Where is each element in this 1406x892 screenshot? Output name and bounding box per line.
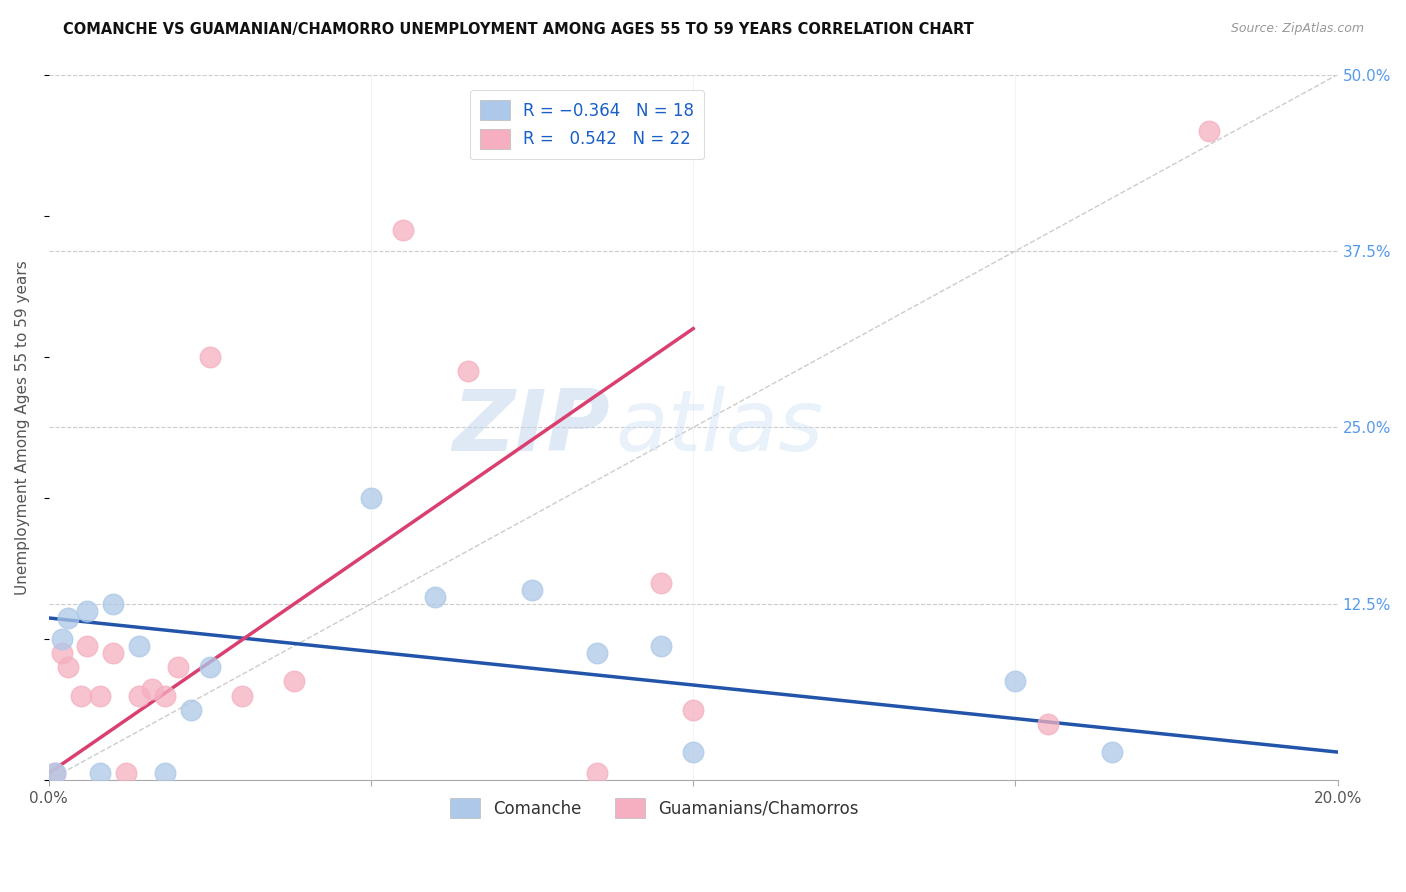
Point	[153, 766, 176, 780]
Point	[44, 766, 66, 780]
Point	[425, 590, 447, 604]
Point	[70, 689, 93, 703]
Point	[650, 575, 672, 590]
Point	[1101, 745, 1123, 759]
Point	[650, 639, 672, 653]
Point	[51, 646, 73, 660]
Point	[360, 491, 382, 505]
Point	[1198, 124, 1220, 138]
Text: ZIP: ZIP	[451, 386, 609, 469]
Point	[89, 766, 111, 780]
Point	[56, 660, 79, 674]
Point	[76, 639, 98, 653]
Point	[392, 223, 415, 237]
Text: COMANCHE VS GUAMANIAN/CHAMORRO UNEMPLOYMENT AMONG AGES 55 TO 59 YEARS CORRELATIO: COMANCHE VS GUAMANIAN/CHAMORRO UNEMPLOYM…	[63, 22, 974, 37]
Point	[1036, 716, 1059, 731]
Y-axis label: Unemployment Among Ages 55 to 59 years: Unemployment Among Ages 55 to 59 years	[15, 260, 30, 595]
Point	[153, 689, 176, 703]
Point	[166, 660, 188, 674]
Point	[198, 350, 221, 364]
Point	[198, 660, 221, 674]
Point	[115, 766, 138, 780]
Point	[682, 745, 704, 759]
Point	[585, 646, 607, 660]
Point	[44, 766, 66, 780]
Text: atlas: atlas	[616, 386, 824, 469]
Point	[231, 689, 253, 703]
Point	[520, 582, 543, 597]
Point	[180, 703, 202, 717]
Point	[103, 597, 125, 611]
Point	[128, 639, 150, 653]
Point	[585, 766, 607, 780]
Point	[128, 689, 150, 703]
Text: Source: ZipAtlas.com: Source: ZipAtlas.com	[1230, 22, 1364, 36]
Legend: Comanche, Guamanians/Chamorros: Comanche, Guamanians/Chamorros	[443, 791, 866, 825]
Point	[283, 674, 305, 689]
Point	[1004, 674, 1026, 689]
Point	[682, 703, 704, 717]
Point	[51, 632, 73, 647]
Point	[56, 611, 79, 625]
Point	[76, 604, 98, 618]
Point	[89, 689, 111, 703]
Point	[457, 364, 479, 378]
Point	[141, 681, 163, 696]
Point	[103, 646, 125, 660]
